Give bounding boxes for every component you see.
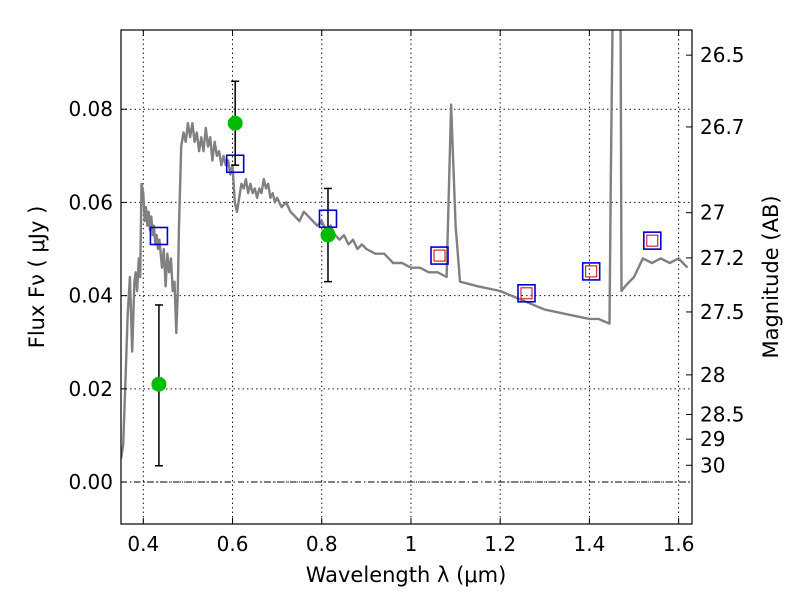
magnitude-tick-label: 29	[700, 427, 725, 451]
plot-background	[121, 30, 692, 524]
model-photometry-inner-square	[646, 234, 659, 247]
plot-frame	[120, 29, 693, 525]
magnitude-tick-label: 27.5	[700, 300, 745, 324]
axis-ticks	[121, 30, 692, 524]
model-photometry-square	[517, 284, 536, 303]
model-photometry-square	[642, 231, 662, 250]
y-tick-label: 0.08	[68, 97, 113, 121]
observed-point	[320, 227, 336, 243]
model-photometry-markers	[149, 154, 662, 303]
magnitude-tick-label: 27.2	[700, 246, 745, 270]
model-photometry-square	[581, 262, 601, 281]
magnitude-tick-label: 28	[700, 363, 725, 387]
magnitude-tick-label: 28.5	[700, 402, 745, 426]
observed-point	[151, 376, 167, 392]
x-tick-label: 1.4	[573, 532, 605, 556]
magnitude-tick-label: 26.7	[700, 115, 745, 139]
y-tick-label: 0.04	[68, 284, 113, 308]
magnitude-tick-label: 30	[700, 453, 725, 477]
model-photometry-square	[225, 154, 245, 174]
x-tick-label: 1.6	[663, 532, 695, 556]
y-tick-label: 0.02	[68, 377, 113, 401]
model-spectrum-line	[121, 30, 689, 459]
model-photometry-inner-square	[433, 249, 446, 262]
y-tick-labels: 0.00 0.02 0.04 0.06 0.08	[68, 97, 113, 494]
magnitude-tick-label: 27	[700, 201, 725, 225]
observed-point	[227, 115, 243, 131]
model-photometry-inner-square	[585, 265, 598, 278]
x-tick-label: 0.6	[217, 532, 249, 556]
magnitude-tick-label: 26.5	[700, 43, 745, 67]
observed-points	[151, 115, 336, 392]
y-tick-label: 0.06	[68, 190, 113, 214]
right-axis-title: Magnitude (AB)	[759, 195, 783, 358]
model-photometry-inner-square	[520, 287, 533, 300]
x-tick-label: 0.4	[127, 532, 159, 556]
x-tick-label: 0.8	[306, 532, 338, 556]
x-axis-title: Wavelength λ (μm)	[306, 563, 507, 587]
x-tick-label: 1	[405, 532, 418, 556]
model-photometry-square	[149, 226, 169, 246]
model-photometry-square	[430, 246, 449, 265]
model-photometry-square	[318, 209, 338, 229]
y-axis-title: Flux Fν ( μJy )	[25, 206, 49, 349]
x-tick-labels: 0.4 0.6 0.8 1 1.2 1.4 1.6	[127, 532, 694, 556]
x-tick-label: 1.2	[484, 532, 516, 556]
y-tick-label: 0.00	[68, 470, 113, 494]
